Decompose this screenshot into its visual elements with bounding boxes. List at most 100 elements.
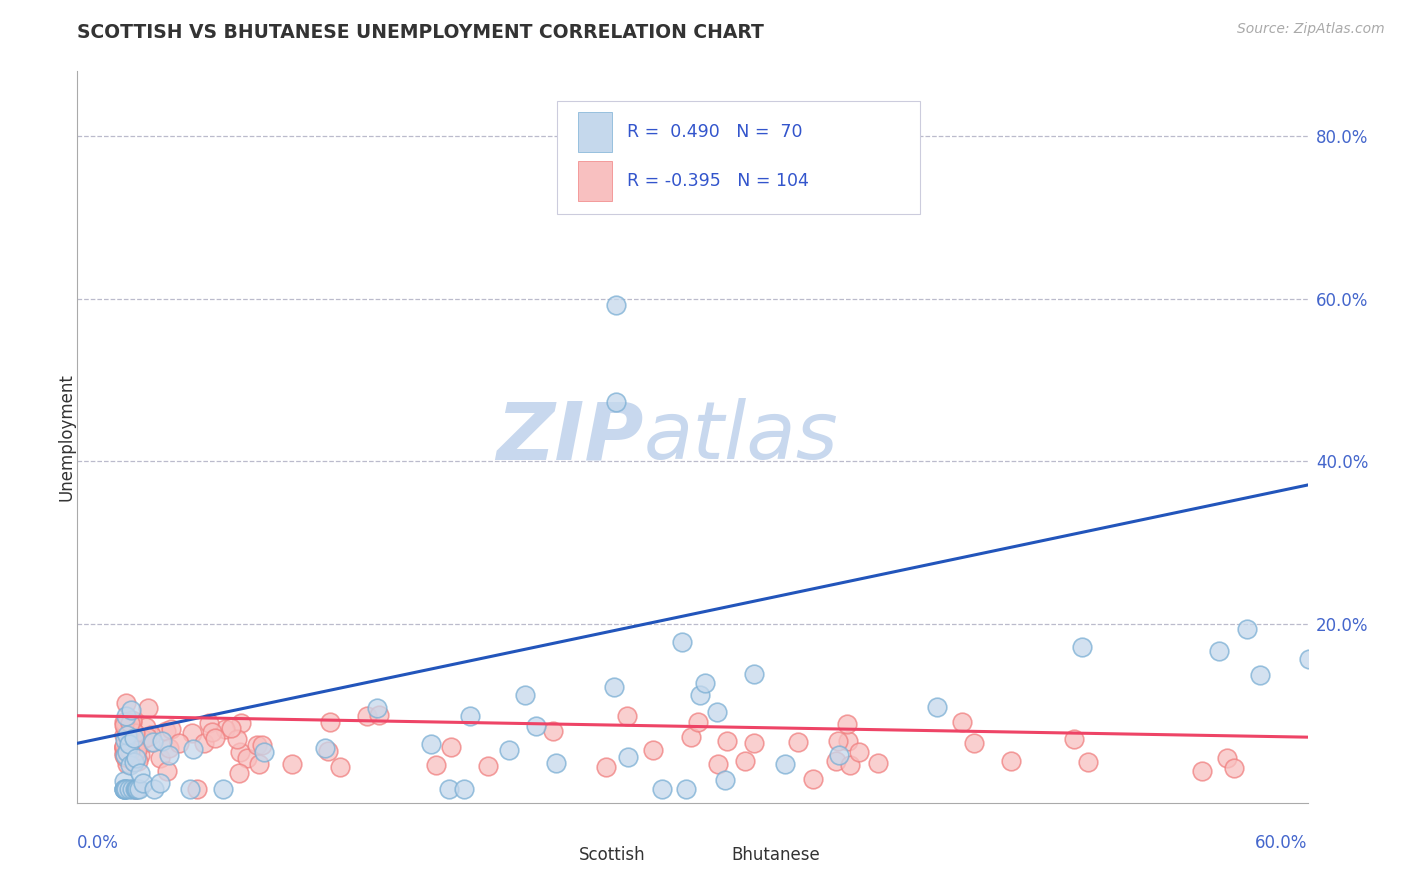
Point xyxy=(1109,730,1132,744)
Text: R = -0.395   N = 104: R = -0.395 N = 104 xyxy=(627,172,808,190)
Text: SCOTTISH VS BHUTANESE UNEMPLOYMENT CORRELATION CHART: SCOTTISH VS BHUTANESE UNEMPLOYMENT CORRE… xyxy=(77,23,765,42)
Point xyxy=(460,710,482,724)
Point xyxy=(510,731,533,745)
Point xyxy=(959,586,981,600)
Point xyxy=(751,601,773,615)
Point xyxy=(858,607,880,621)
Point xyxy=(517,687,540,701)
Point xyxy=(294,737,316,751)
Point xyxy=(224,668,246,682)
Point xyxy=(441,754,464,768)
Point xyxy=(100,710,122,724)
Point xyxy=(443,707,465,722)
Point xyxy=(70,764,93,778)
Text: atlas: atlas xyxy=(644,398,838,476)
Point xyxy=(72,695,94,709)
Point xyxy=(807,611,830,625)
Point xyxy=(270,764,292,778)
Point xyxy=(526,721,548,735)
Point xyxy=(1268,698,1291,713)
Point xyxy=(66,764,89,778)
Point xyxy=(67,764,90,778)
Point xyxy=(396,718,419,732)
Point xyxy=(70,682,93,697)
Point xyxy=(76,731,98,745)
Point xyxy=(839,743,862,757)
Point xyxy=(426,653,449,667)
FancyBboxPatch shape xyxy=(578,112,613,153)
Point xyxy=(79,705,101,719)
Point xyxy=(89,756,111,771)
Point xyxy=(152,713,174,727)
Point xyxy=(1128,734,1150,748)
Point xyxy=(66,700,89,714)
Point xyxy=(665,597,688,611)
Text: R =  0.490   N =  70: R = 0.490 N = 70 xyxy=(627,123,803,141)
Point xyxy=(1071,528,1094,542)
Point xyxy=(153,720,176,734)
Point xyxy=(67,726,90,740)
Point xyxy=(124,704,146,718)
Point xyxy=(79,756,101,771)
Point xyxy=(83,709,105,723)
Point xyxy=(520,735,543,749)
Point xyxy=(70,704,93,718)
Point xyxy=(271,714,294,729)
Point xyxy=(316,653,339,667)
Point xyxy=(128,764,150,778)
Point xyxy=(120,687,142,701)
FancyBboxPatch shape xyxy=(578,161,613,202)
Point xyxy=(70,714,93,728)
Point xyxy=(121,697,143,711)
Point xyxy=(425,685,447,699)
Point xyxy=(336,733,359,747)
Point xyxy=(89,727,111,741)
Point xyxy=(67,719,90,733)
Point xyxy=(201,738,224,752)
Point xyxy=(479,735,502,749)
Point xyxy=(73,732,96,747)
Text: Source: ZipAtlas.com: Source: ZipAtlas.com xyxy=(1237,22,1385,37)
Text: ZIP: ZIP xyxy=(496,398,644,476)
Point xyxy=(93,696,115,710)
Point xyxy=(70,736,93,750)
Point xyxy=(262,736,284,750)
Point xyxy=(519,707,541,722)
Point xyxy=(193,715,215,730)
Point xyxy=(756,728,779,742)
Point xyxy=(69,711,91,725)
Point xyxy=(591,685,613,699)
Point xyxy=(67,690,90,704)
Point xyxy=(768,575,790,590)
Point xyxy=(513,707,536,722)
Point xyxy=(759,739,782,753)
Point xyxy=(226,676,249,690)
Point xyxy=(194,718,217,732)
Point xyxy=(80,690,103,705)
Point xyxy=(67,721,90,735)
Point xyxy=(73,698,96,712)
Point xyxy=(402,764,425,778)
Point xyxy=(75,764,97,778)
Point xyxy=(134,692,156,706)
Point xyxy=(69,700,91,714)
Point xyxy=(75,706,97,721)
Point xyxy=(70,719,93,733)
Point xyxy=(112,764,135,778)
Point xyxy=(669,732,692,747)
Point xyxy=(110,716,132,731)
Point xyxy=(94,724,117,739)
Point xyxy=(66,764,89,778)
Point xyxy=(69,764,91,778)
Point xyxy=(73,704,96,718)
Point xyxy=(84,708,107,723)
Point xyxy=(218,678,240,692)
Point xyxy=(96,693,118,707)
Text: Scottish: Scottish xyxy=(579,847,645,864)
FancyBboxPatch shape xyxy=(557,101,920,214)
Point xyxy=(66,714,89,729)
Point xyxy=(69,734,91,748)
Point xyxy=(415,591,437,606)
Point xyxy=(460,629,482,643)
Point xyxy=(72,684,94,698)
